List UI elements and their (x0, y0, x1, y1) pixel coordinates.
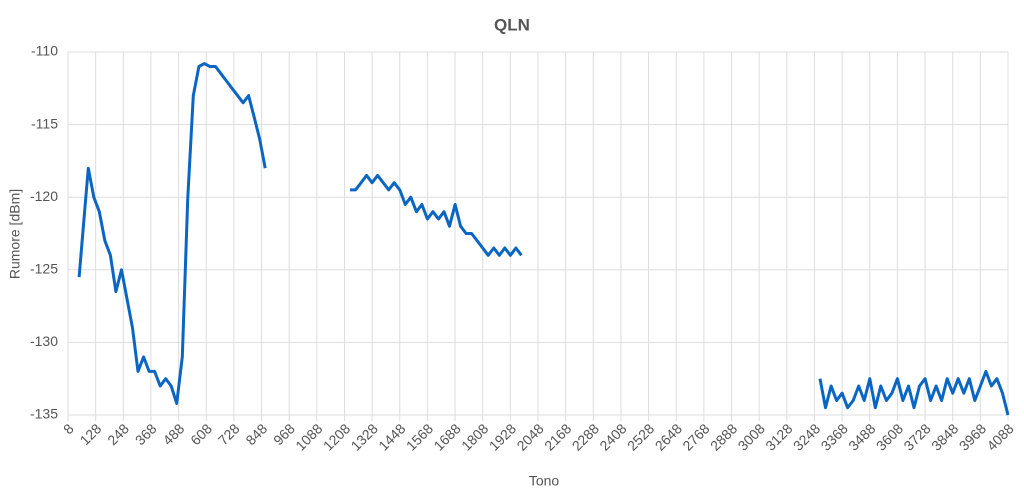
x-tick-label: 3608 (873, 420, 906, 453)
x-tick-label: 3008 (735, 420, 768, 453)
x-tick-label: 2048 (513, 420, 546, 453)
x-tick-label: 2768 (679, 420, 712, 453)
y-tick-label: -130 (30, 333, 58, 349)
x-tick-label: 608 (187, 420, 215, 448)
y-tick-label: -120 (30, 188, 58, 204)
x-tick-label: 8 (60, 420, 77, 437)
x-tick-label: 2408 (596, 420, 629, 453)
x-tick-label: 728 (215, 420, 243, 448)
chart-title: QLN (494, 15, 530, 34)
x-tick-label: 3728 (900, 420, 933, 453)
x-tick-label: 1808 (458, 420, 491, 453)
x-tick-label: 1688 (430, 420, 463, 453)
y-tick-label: -135 (30, 406, 58, 422)
x-axis-title: Tono (529, 473, 560, 489)
y-tick-label: -115 (31, 115, 58, 131)
y-tick-label: -125 (30, 261, 58, 277)
x-tick-label: 368 (132, 420, 160, 448)
x-tick-label: 488 (159, 420, 187, 448)
x-tick-label: 3248 (790, 420, 823, 453)
data-line (77, 62, 1010, 416)
x-tick-label: 3368 (818, 420, 851, 453)
x-tick-label: 2168 (541, 420, 574, 453)
x-tick-label: 1088 (292, 420, 325, 453)
x-tick-label: 248 (104, 420, 132, 448)
x-tick-label: 4088 (983, 420, 1016, 453)
x-tick-label: 1208 (320, 420, 353, 453)
x-tick-label: 848 (242, 420, 270, 448)
y-axis-title: Rumore [dBm] (7, 189, 23, 279)
x-tick-label: 128 (77, 420, 105, 448)
x-tick-label: 2888 (707, 420, 740, 453)
x-tick-label: 3488 (845, 420, 878, 453)
x-tick-label: 3128 (762, 420, 795, 453)
x-tick-label: 1568 (403, 420, 436, 453)
y-tick-label: -110 (31, 43, 58, 59)
x-tick-label: 3968 (956, 420, 989, 453)
x-tick-label: 1928 (486, 420, 519, 453)
x-tick-label: 2528 (624, 420, 657, 453)
x-tick-label: 2288 (569, 420, 602, 453)
x-tick-label: 1328 (348, 420, 381, 453)
x-tick-label: 2648 (652, 420, 685, 453)
x-tick-label: 1448 (375, 420, 408, 453)
x-tick-label: 3848 (928, 420, 961, 453)
